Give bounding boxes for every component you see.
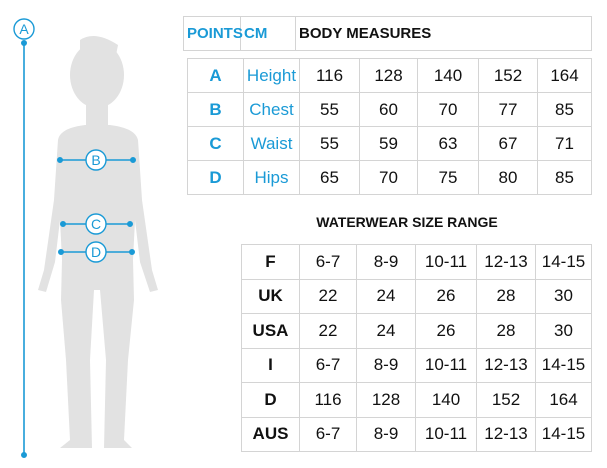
size-cell: 10-11 [415,244,477,280]
measure-label-cell: Hips [243,160,300,195]
value-cell: 60 [359,92,418,127]
body-measures-table: A Height 116 128 140 152 164 B Chest 55 60 70 77 85 C W… [187,58,592,195]
value-cell: 71 [537,126,592,161]
size-cell: 24 [356,278,416,314]
marker-d-icon [85,241,107,263]
body-silhouette-figure: A B C D [13,18,158,458]
table-row: F 6-7 8-9 10-11 12-13 14-15 [241,244,592,280]
size-cell: 28 [476,278,536,314]
size-cell: 26 [415,278,477,314]
size-cell: 12-13 [476,416,536,452]
marker-b-label: B [91,152,100,168]
size-cell: 22 [299,313,357,349]
value-cell: 55 [299,126,360,161]
value-cell: 59 [359,126,418,161]
header-table: POINTS CM BODY MEASURES [183,16,592,51]
point-cell: A [187,58,244,93]
table-row: USA 22 24 26 28 30 [241,313,592,349]
country-cell: F [241,244,300,280]
size-cell: 6-7 [299,416,357,452]
value-cell: 75 [417,160,479,195]
measure-label-cell: Height [243,58,300,93]
body-measures-title: BODY MEASURES [295,16,592,51]
value-cell: 85 [537,92,592,127]
size-cell: 12-13 [476,244,536,280]
size-cell: 12-13 [476,347,536,383]
size-cell: 152 [476,382,536,418]
value-cell: 80 [478,160,538,195]
size-cell: 8-9 [356,347,416,383]
size-cell: 30 [535,278,592,314]
value-cell: 70 [359,160,418,195]
size-cell: 8-9 [356,416,416,452]
table-row: AUS 6-7 8-9 10-11 12-13 14-15 [241,416,592,452]
points-header: POINTS [183,16,243,51]
size-cell: 6-7 [299,347,357,383]
size-cell: 26 [415,313,477,349]
size-cell: 128 [356,382,416,418]
value-cell: 140 [417,58,479,93]
table-row: A Height 116 128 140 152 164 [187,58,592,93]
waterwear-title: WATERWEAR SIZE RANGE [316,214,498,230]
value-cell: 85 [537,160,592,195]
marker-b-icon [85,149,107,171]
marker-c-icon [85,213,107,235]
value-cell: 152 [478,58,538,93]
marker-c-label: C [91,216,101,232]
point-cell: D [187,160,244,195]
country-cell: AUS [241,416,300,452]
value-cell: 116 [299,58,360,93]
size-cell: 30 [535,313,592,349]
marker-a-icon [13,18,35,40]
size-cell: 164 [535,382,592,418]
table-row: B Chest 55 60 70 77 85 [187,92,592,127]
table-row: I 6-7 8-9 10-11 12-13 14-15 [241,347,592,383]
size-cell: 116 [299,382,357,418]
country-cell: UK [241,278,300,314]
country-cell: I [241,347,300,383]
cm-header: CM [240,16,296,51]
measure-label-cell: Chest [243,92,300,127]
value-cell: 67 [478,126,538,161]
point-cell: B [187,92,244,127]
size-cell: 140 [415,382,477,418]
table-row: C Waist 55 59 63 67 71 [187,126,592,161]
size-cell: 6-7 [299,244,357,280]
size-cell: 14-15 [535,244,592,280]
value-cell: 164 [537,58,592,93]
value-cell: 70 [417,92,479,127]
value-cell: 128 [359,58,418,93]
size-cell: 22 [299,278,357,314]
size-cell: 14-15 [535,416,592,452]
size-cell: 14-15 [535,347,592,383]
country-cell: D [241,382,300,418]
size-cell: 24 [356,313,416,349]
table-row: D 116 128 140 152 164 [241,382,592,418]
marker-d-label: D [91,244,101,260]
table-row: UK 22 24 26 28 30 [241,278,592,314]
country-cell: USA [241,313,300,349]
marker-a-label: A [19,21,29,37]
size-cell: 10-11 [415,347,477,383]
size-cell: 8-9 [356,244,416,280]
point-cell: C [187,126,244,161]
waterwear-size-table: F 6-7 8-9 10-11 12-13 14-15 UK 22 24 26 28 30 USA 22 2… [241,244,592,452]
table-row: D Hips 65 70 75 80 85 [187,160,592,195]
value-cell: 63 [417,126,479,161]
child-silhouette [38,36,158,448]
size-cell: 10-11 [415,416,477,452]
size-cell: 28 [476,313,536,349]
value-cell: 77 [478,92,538,127]
value-cell: 65 [299,160,360,195]
measure-label-cell: Waist [243,126,300,161]
value-cell: 55 [299,92,360,127]
